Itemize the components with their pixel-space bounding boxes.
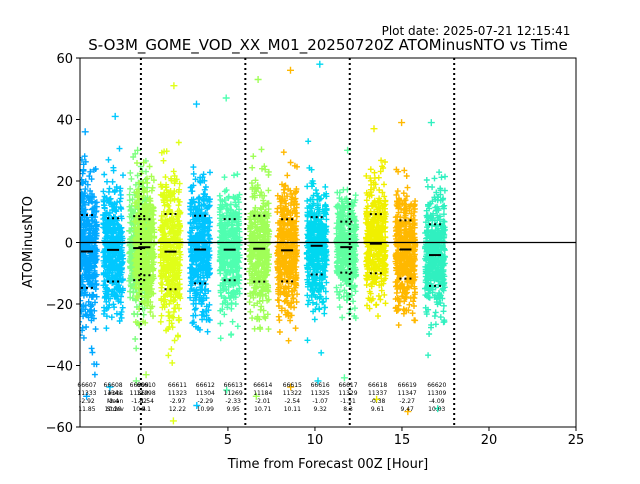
- orbit-66608-stat: 11341: [104, 390, 123, 397]
- orbit-66619-points: [392, 119, 419, 416]
- orbit-66611-stat: 11323: [168, 390, 187, 397]
- orbit-66614-stat: 10.71: [254, 406, 271, 413]
- x-tick-label: 25: [568, 433, 585, 448]
- orbit-66613-points: [216, 94, 243, 394]
- orbit-66610-stat: 11298: [137, 390, 156, 397]
- orbit-66611-stat: 66611: [168, 382, 187, 389]
- orbit-66611-stat: -2.97: [170, 398, 186, 405]
- orbit-66609-stat: -1.82: [131, 398, 147, 405]
- orbit-66612-stat: 11304: [196, 390, 215, 397]
- orbit-66607-stat: -2.92: [79, 398, 95, 405]
- x-tick-label: 10: [307, 433, 324, 448]
- orbit-66620-stat: 11309: [427, 390, 446, 397]
- orbit-66617-stat: -1.51: [340, 398, 356, 405]
- orbit-66616-stat: 11325: [311, 390, 330, 397]
- orbit-66617-stat: 8.3: [343, 406, 353, 413]
- x-axis-label: Time from Forecast 00Z [Hour]: [227, 457, 429, 472]
- y-tick-label: −60: [46, 421, 73, 436]
- stats-header: #obs: [107, 390, 123, 397]
- orbit-66615-stat: 10.11: [284, 406, 301, 413]
- y-tick-label: 60: [56, 52, 73, 67]
- orbit-66615-stat: 66615: [283, 382, 302, 389]
- orbit-66617-points: [333, 146, 360, 382]
- orbit-66612-points: [187, 100, 214, 409]
- orbit-66613-stat: 11269: [224, 390, 243, 397]
- orbit-66611-points: [157, 82, 184, 425]
- orbit-66614-stat: 11184: [253, 390, 272, 397]
- orbit-66620-stat: 66620: [427, 382, 446, 389]
- orbit-66614-stat: -2.01: [255, 398, 271, 405]
- orbit-66613-stat: -2.33: [225, 398, 241, 405]
- y-tick-label: −40: [46, 360, 73, 375]
- orbit-66608-stat: -2.4: [107, 398, 119, 405]
- orbit-66615-stat: 11322: [283, 390, 302, 397]
- orbit-66611-stat: 12.22: [169, 406, 186, 413]
- y-tick-label: −20: [46, 298, 73, 313]
- orbit-66608-stat: 66608: [104, 382, 123, 389]
- x-tick-label: 0: [137, 433, 145, 448]
- orbit-66608-stat: 10.29: [104, 406, 121, 413]
- orbit-66618-stat: -0.38: [370, 398, 386, 405]
- orbit-66616-stat: 66616: [311, 382, 330, 389]
- y-axis-label: ATOMinusNTO: [21, 196, 36, 288]
- orbit-66609-stat: 11369: [130, 390, 149, 397]
- orbit-66618-stat: 11337: [368, 390, 387, 397]
- orbit-66607-stat: 11.85: [78, 406, 95, 413]
- orbit-66619-stat: 11347: [398, 390, 417, 397]
- orbit-66614-points: [246, 76, 273, 400]
- y-tick-label: 40: [56, 114, 73, 129]
- orbit-66614-stat: 66614: [253, 382, 272, 389]
- plot-date: Plot date: 2025-07-21 12:15:41: [382, 24, 571, 38]
- orbit-66612-stat: -2.29: [198, 398, 214, 405]
- orbit-66609-stat: 10.4: [132, 406, 146, 413]
- orbit-66620-stat: -4.09: [429, 398, 445, 405]
- orbit-66607-stat: 66607: [77, 382, 96, 389]
- y-tick-label: 20: [56, 175, 73, 190]
- orbit-66610-points: [131, 159, 158, 379]
- stats-header: Stdev: [107, 406, 125, 413]
- orbit-66607-points: [80, 128, 100, 400]
- x-tick-label: 5: [224, 433, 232, 448]
- orbit-66608-points: [100, 112, 127, 391]
- orbit-66613-stat: 9.95: [226, 406, 240, 413]
- orbit-66617-stat: 11329: [338, 390, 357, 397]
- orbit-66616-stat: 9.32: [313, 406, 327, 413]
- orbit-66620-points: [422, 119, 448, 413]
- orbit-66615-points: [274, 66, 300, 391]
- orbit-66610-stat: 66610: [137, 382, 156, 389]
- orbit-66609-stat: 66609: [130, 382, 149, 389]
- stats-header: Mean: [107, 398, 124, 405]
- orbit-66616-points: [303, 60, 330, 385]
- x-tick-label: 20: [481, 433, 498, 448]
- orbit-66616-stat: -1.07: [312, 398, 328, 405]
- orbit-66612-stat: 66612: [196, 382, 215, 389]
- y-tick-label: 0: [65, 237, 73, 252]
- orbit-66618-stat: 66618: [368, 382, 387, 389]
- orbit-66619-stat: 66619: [398, 382, 417, 389]
- x-tick-label: 15: [394, 433, 411, 448]
- orbit-66610-stat: 9.1: [141, 406, 151, 413]
- orbit-66607-stat: 11333: [77, 390, 96, 397]
- chart-title: S-O3M_GOME_VOD_XX_M01_20250720Z ATOMinus…: [88, 36, 567, 55]
- orbit-66617-stat: 66617: [338, 382, 357, 389]
- orbit-66619-stat: -2.27: [399, 398, 415, 405]
- orbit-66613-stat: 66613: [224, 382, 243, 389]
- orbit-66620-stat: 10.03: [428, 406, 445, 413]
- orbit-66610-stat: -1.54: [138, 398, 154, 405]
- orbit-66619-stat: 9.47: [401, 406, 415, 413]
- orbit-66612-stat: 10.99: [197, 406, 214, 413]
- orbit-66615-stat: -2.54: [285, 398, 301, 405]
- orbit-66618-points: [362, 125, 389, 403]
- orbit-66618-stat: 9.61: [371, 406, 385, 413]
